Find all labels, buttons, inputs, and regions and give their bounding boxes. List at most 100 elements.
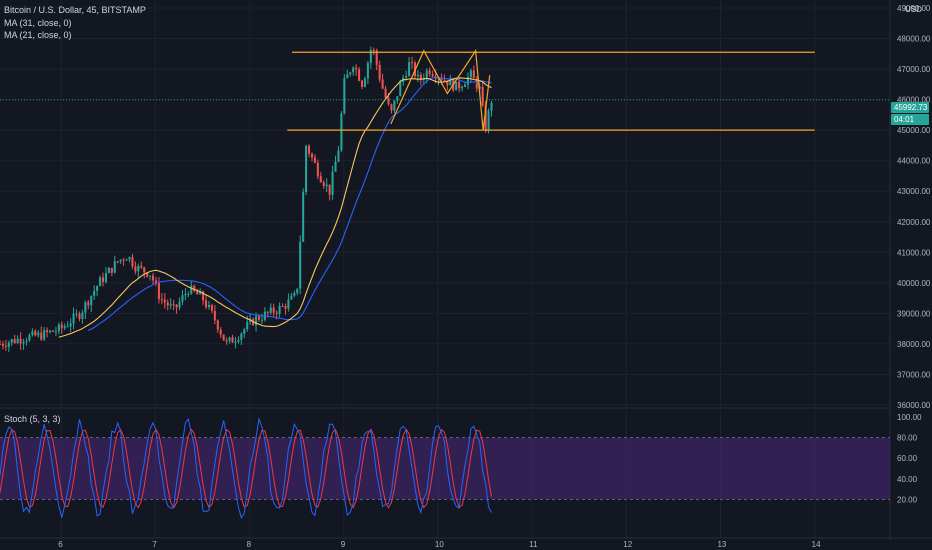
y-tick-label: 46000.00 (897, 96, 931, 105)
candle-body (204, 300, 208, 308)
candle-body (60, 324, 63, 329)
candle-body (166, 302, 169, 306)
candle-body (16, 338, 19, 343)
candle-body (134, 266, 137, 272)
candle-body (411, 62, 414, 64)
candle-body (475, 78, 478, 89)
candle-body (46, 330, 49, 333)
candle-body (281, 305, 284, 307)
candle-body (266, 311, 269, 313)
candle-body (322, 182, 325, 187)
candle-body (169, 304, 172, 306)
candle-body (299, 241, 302, 289)
candle-body (296, 288, 299, 293)
candle-body (119, 259, 122, 262)
candle-body (305, 145, 308, 192)
candle-body (334, 161, 337, 172)
candle-body (316, 162, 319, 177)
x-tick-label: 6 (58, 540, 63, 549)
candle-body (328, 184, 331, 195)
candle-body (25, 340, 28, 342)
candle-body (184, 294, 187, 296)
candle-body (202, 291, 205, 301)
candle-body (416, 74, 419, 77)
candle-body (405, 76, 408, 78)
candle-body (131, 257, 134, 267)
candle-body (66, 326, 69, 328)
candle-body (366, 62, 369, 79)
candle-body (343, 78, 346, 114)
candle-body (290, 295, 293, 300)
candle-body (272, 307, 275, 313)
candle-body (275, 312, 278, 314)
x-tick-label: 11 (529, 540, 538, 549)
x-tick-label: 13 (717, 540, 726, 549)
candle-body (243, 329, 246, 334)
candle-body (481, 86, 484, 106)
candle-body (72, 313, 75, 324)
candle-body (378, 64, 381, 80)
candle-body (372, 50, 375, 52)
candle-body (458, 81, 461, 89)
candle-body (419, 74, 422, 80)
candle-body (178, 301, 181, 308)
x-tick-label: 7 (152, 540, 157, 549)
candle-body (337, 150, 340, 162)
candle-body (154, 280, 158, 284)
candle-body (104, 273, 107, 282)
ma31-legend: MA (31, close, 0) (4, 18, 72, 28)
stoch-k-line (0, 417, 492, 520)
candle-body (437, 78, 440, 80)
candle-body (234, 341, 237, 343)
candle-body (172, 304, 175, 306)
stoch-tick-label: 60.00 (897, 454, 918, 463)
candle-body (81, 312, 84, 319)
candle-body (49, 330, 52, 333)
candle-body (396, 96, 399, 101)
candle-body (84, 302, 87, 313)
candle-body (319, 176, 322, 183)
candle-body (0, 343, 2, 345)
candle-body (175, 304, 178, 308)
candle-body (469, 70, 472, 78)
candle-body (22, 341, 25, 344)
candle-body (193, 285, 196, 291)
candle-body (325, 184, 328, 187)
candle-body (269, 307, 272, 313)
candle-body (19, 338, 22, 344)
candle-body (381, 79, 384, 89)
candle-body (313, 157, 316, 163)
candle-body (461, 86, 464, 89)
stoch-tick-label: 20.00 (897, 495, 918, 504)
candle-body (128, 257, 131, 260)
candle-body (487, 110, 490, 131)
candle-body (369, 50, 372, 63)
candle-body (352, 67, 355, 73)
y-tick-label: 43000.00 (897, 187, 931, 196)
candle-body (257, 316, 261, 320)
candle-body (302, 191, 305, 242)
candle-body (222, 334, 225, 341)
candle-body (363, 78, 366, 87)
candle-body (446, 80, 449, 86)
candle-body (125, 259, 128, 261)
candle-body (390, 104, 393, 111)
candle-body (181, 295, 184, 302)
candle-body (484, 105, 487, 131)
candle-body (34, 331, 37, 336)
candle-body (425, 70, 428, 79)
candle-body (207, 304, 210, 308)
candle-body (340, 113, 343, 151)
y-tick-label: 47000.00 (897, 65, 931, 74)
stoch-tick-label: 80.00 (897, 434, 918, 443)
stoch-d-line (0, 428, 492, 509)
stoch-legend: Stoch (5, 3, 3) (4, 414, 61, 424)
candle-body (28, 335, 31, 341)
candle-body (293, 292, 296, 296)
x-tick-label: 8 (247, 540, 252, 549)
candle-body (40, 332, 43, 340)
candle-body (387, 97, 390, 105)
candle-body (349, 72, 352, 75)
stoch-tick-label: 40.00 (897, 475, 918, 484)
